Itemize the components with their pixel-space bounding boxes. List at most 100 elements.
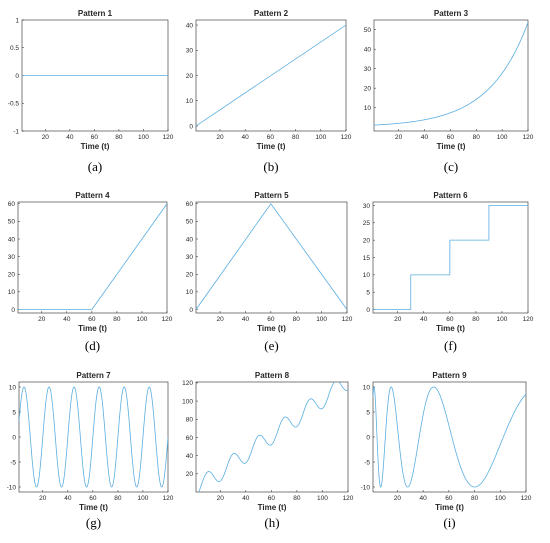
y-tick-label: 10 <box>186 98 194 105</box>
y-tick-label: 10 <box>9 384 17 391</box>
y-tick-label: 25 <box>363 220 371 227</box>
plot-frame <box>195 201 348 314</box>
plot-frame <box>195 381 349 493</box>
y-tick-label: 30 <box>363 203 371 210</box>
x-tick-label: 120 <box>521 495 532 502</box>
x-tick-label: 60 <box>268 495 276 502</box>
plot-frame <box>372 201 529 314</box>
x-tick-label: 40 <box>242 495 250 502</box>
panel-label: (g) <box>86 515 101 530</box>
chart-panel-4: Pattern 4 Time (t) 20 40 60 80 100 120 0 10 20 30 40… <box>8 191 173 353</box>
y-tick-label: 40 <box>186 236 194 243</box>
y-tick-label: 20 <box>186 73 194 80</box>
x-tick-label: 60 <box>267 134 275 141</box>
y-tick-label: 20 <box>186 272 194 279</box>
y-tick-label: 10 <box>186 289 194 296</box>
y-tick-label: 100 <box>182 398 193 405</box>
y-tick-label: 1 <box>15 17 19 24</box>
x-tick-label: 20 <box>216 134 224 141</box>
y-tick-label: 40 <box>186 453 194 460</box>
y-tick-label: 0 <box>15 73 19 80</box>
x-axis-label: Time (t) <box>436 324 465 333</box>
y-tick-label: 40 <box>364 47 372 54</box>
x-tick-label: 120 <box>163 495 174 502</box>
y-tick-label: 30 <box>186 48 194 55</box>
x-tick-label: 80 <box>293 495 301 502</box>
x-tick-label: 40 <box>242 134 250 141</box>
panel-label: (c) <box>444 159 458 174</box>
x-tick-label: 80 <box>293 316 301 323</box>
x-tick-label: 120 <box>162 316 173 323</box>
y-tick-label: -1 <box>13 128 19 135</box>
x-tick-label: 20 <box>394 316 402 323</box>
x-tick-label: 20 <box>394 495 402 502</box>
y-tick-label: 50 <box>364 27 372 34</box>
x-tick-label: 100 <box>316 316 327 323</box>
plot-frame <box>373 19 529 132</box>
panel-label: (f) <box>444 338 457 353</box>
y-tick-label: 15 <box>363 255 371 262</box>
x-tick-label: 40 <box>66 134 74 141</box>
series-line <box>373 205 528 310</box>
x-tick-label: 80 <box>114 495 122 502</box>
x-tick-label: 100 <box>495 495 506 502</box>
y-tick-label: 5 <box>366 409 370 416</box>
y-tick-label: 0 <box>11 307 15 314</box>
y-tick-label: -5 <box>10 459 16 466</box>
x-tick-label: 80 <box>471 495 479 502</box>
chart-panel-1: Pattern 1 Time (t) 20 40 60 80 100 120 -1 -0.5 0 0.… <box>8 9 174 174</box>
x-axis-label: Time (t) <box>78 324 107 333</box>
series-line <box>18 203 167 310</box>
y-tick-label: 20 <box>363 237 371 244</box>
x-tick-label: 40 <box>420 316 428 323</box>
x-axis-label: Time (t) <box>435 503 464 512</box>
panel-label: (e) <box>264 338 278 353</box>
x-tick-label: 100 <box>137 316 148 323</box>
x-axis-label: Time (t) <box>81 142 110 151</box>
x-tick-label: 60 <box>91 134 99 141</box>
x-tick-label: 80 <box>113 316 121 323</box>
chart-title: Pattern 3 <box>434 9 469 18</box>
x-axis-label: Time (t) <box>257 324 286 333</box>
y-tick-label: 0 <box>189 307 193 314</box>
x-tick-label: 60 <box>89 495 97 502</box>
series-line <box>198 382 348 492</box>
chart-title: Pattern 7 <box>76 371 111 380</box>
chart-title: Pattern 6 <box>433 191 468 200</box>
panel-label: (h) <box>264 515 279 530</box>
x-tick-label: 120 <box>342 316 353 323</box>
y-tick-label: 120 <box>182 380 193 387</box>
y-tick-label: 60 <box>8 201 16 208</box>
y-tick-label: 20 <box>186 471 194 478</box>
x-tick-label: 120 <box>523 134 534 141</box>
y-tick-label: 80 <box>186 417 194 424</box>
y-tick-label: 10 <box>363 384 371 391</box>
x-tick-label: 40 <box>64 495 72 502</box>
x-axis-label: Time (t) <box>79 503 108 512</box>
chart-panel-8: Pattern 8 Time (t) 20 40 60 80 100 120 20 40 60 80 1… <box>182 371 354 530</box>
x-tick-label: 100 <box>138 134 149 141</box>
x-axis-label: Time (t) <box>437 142 466 151</box>
y-tick-label: 50 <box>8 219 16 226</box>
y-tick-label: -5 <box>364 459 370 466</box>
x-tick-label: 120 <box>343 495 354 502</box>
x-tick-label: 40 <box>420 495 428 502</box>
series-line <box>196 24 346 127</box>
chart-panel-6: Pattern 6 Time (t) 20 40 60 80 100 120 0 5 10 15 20 2… <box>363 191 534 353</box>
chart-title: Pattern 9 <box>432 371 467 380</box>
x-tick-label: 120 <box>523 316 534 323</box>
y-tick-label: 20 <box>364 85 372 92</box>
x-tick-label: 20 <box>42 134 50 141</box>
x-tick-label: 40 <box>63 316 71 323</box>
chart-title: Pattern 5 <box>254 191 289 200</box>
series-line <box>374 22 528 126</box>
x-tick-label: 120 <box>163 134 174 141</box>
y-tick-label: 30 <box>8 254 16 261</box>
x-tick-label: 20 <box>39 495 47 502</box>
x-tick-label: 80 <box>473 134 481 141</box>
y-tick-label: -0.5 <box>8 101 20 108</box>
y-tick-label: 5 <box>366 289 370 296</box>
x-tick-label: 20 <box>395 134 403 141</box>
y-tick-label: 0 <box>366 307 370 314</box>
